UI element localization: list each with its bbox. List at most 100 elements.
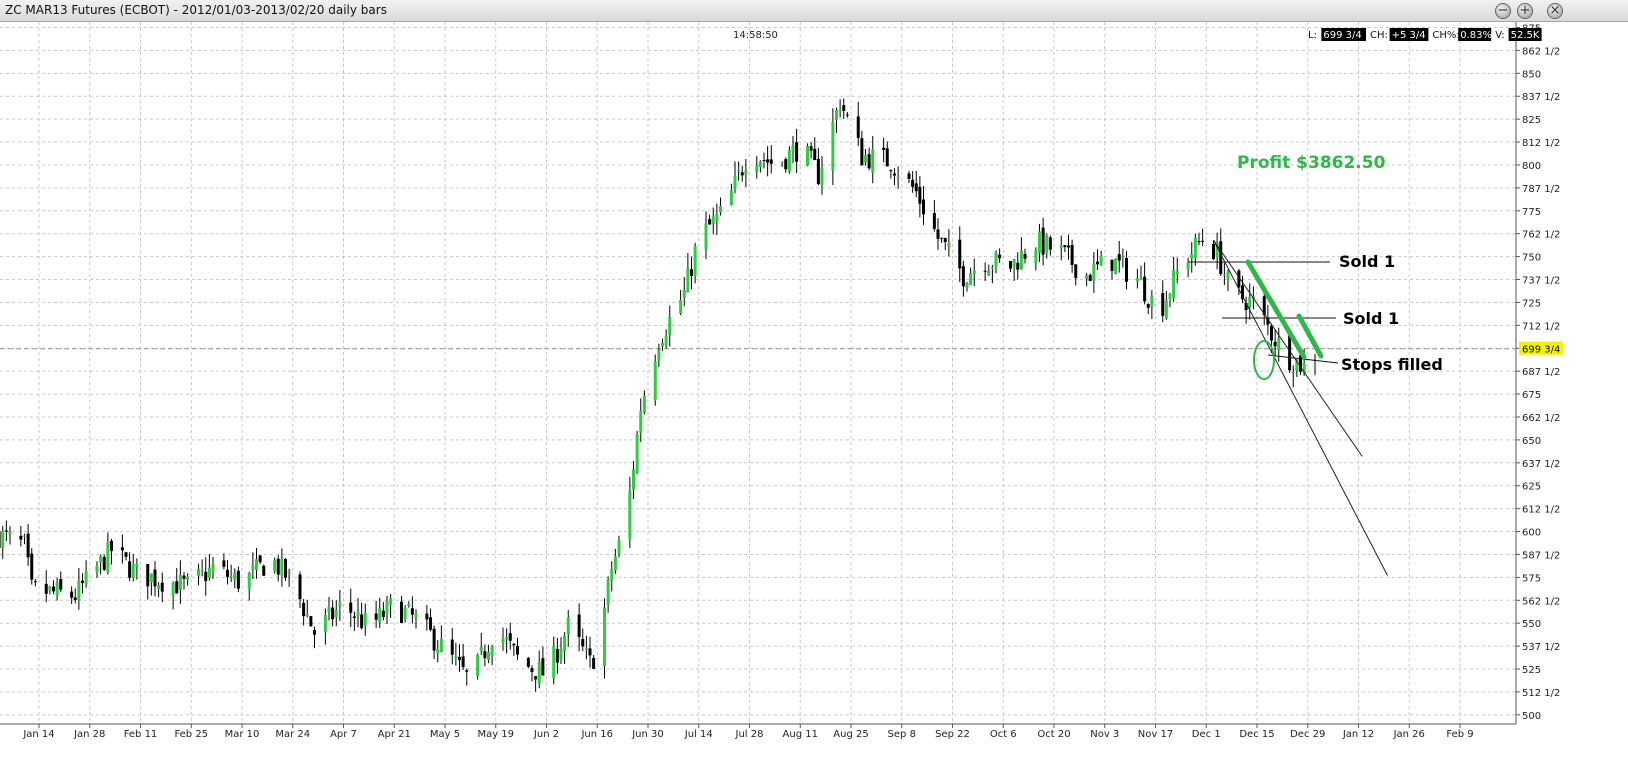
candle-body [1295, 359, 1299, 371]
candle-body [1121, 256, 1125, 259]
candle-body [860, 138, 864, 166]
candle-body [360, 614, 364, 629]
candle-body [403, 607, 407, 620]
y-tick-label: 812 1/2 [1522, 138, 1560, 149]
candle-body [222, 560, 226, 567]
candle-body [1045, 235, 1049, 253]
candle-body [313, 630, 316, 635]
candle-body [762, 160, 766, 162]
candle-body [1085, 275, 1089, 280]
candle-body [603, 607, 606, 666]
candle-body [1222, 274, 1226, 276]
x-tick-label: Mar 24 [275, 729, 310, 740]
candle-body [588, 648, 592, 656]
candle-body [845, 114, 849, 116]
candle-body [907, 173, 911, 179]
candle-body [534, 676, 538, 680]
close-button[interactable]: × [1547, 3, 1563, 19]
x-tick-label: Apr 7 [330, 729, 357, 740]
y-tick-label: 837 1/2 [1522, 92, 1560, 103]
candle-body [255, 559, 258, 570]
candle-body [566, 617, 570, 635]
profit-label: Profit $3862.50 [1237, 153, 1386, 173]
candle-body [95, 565, 99, 573]
candle-body [613, 556, 617, 571]
candle-body [563, 635, 567, 652]
candle-body [175, 581, 179, 594]
x-tick-label: Aug 25 [833, 729, 868, 740]
candle-body [617, 540, 621, 554]
candle-body [1150, 296, 1154, 307]
x-tick-label: Apr 21 [378, 729, 411, 740]
candle-body [1175, 270, 1179, 275]
trendline [1213, 239, 1388, 576]
x-tick-label: Feb 11 [124, 729, 158, 740]
candle-body [961, 266, 965, 287]
x-tick-label: Sep 8 [888, 729, 916, 740]
stat-value: 699 3/4 [1323, 30, 1361, 41]
candle-body [820, 167, 824, 185]
candle-body [1201, 240, 1205, 242]
candle-body [204, 571, 208, 582]
stat-value: 52.5K [1511, 30, 1540, 41]
stops-label: Stops filled [1341, 355, 1443, 374]
stats-bar: L: 699 3/4 CH: +5 3/4 CH%: 0.83% V: 52.5K [1308, 28, 1542, 41]
candle-body [233, 572, 237, 581]
maximize-button[interactable]: + [1517, 3, 1533, 19]
candle-body [969, 273, 973, 285]
candle-body [1146, 303, 1150, 308]
x-tick-label: Feb 25 [174, 729, 208, 740]
y-tick-label: 762 1/2 [1522, 230, 1560, 241]
candle-body [715, 213, 719, 221]
candle-body [331, 607, 335, 620]
sold1-label: Sold 1 [1339, 252, 1395, 271]
candle-body [429, 617, 432, 630]
candle-body [914, 183, 918, 192]
clock: 14:58:50 [733, 30, 778, 41]
candle-body [947, 243, 951, 247]
candle-body [584, 648, 588, 650]
candle-body [936, 229, 940, 239]
candle-body [755, 165, 759, 173]
candle-body [911, 179, 915, 187]
title-bar: ZC MAR13 Futures (ECBOT) - 2012/01/03-20… [0, 0, 1628, 22]
candle-body [682, 290, 686, 298]
minimize-button[interactable]: − [1495, 3, 1511, 19]
candle-body [806, 145, 809, 166]
x-tick-label: Oct 6 [990, 729, 1017, 740]
trendline [1213, 239, 1363, 457]
stat-value: +5 3/4 [1392, 30, 1426, 41]
candle-body [838, 109, 842, 112]
last-price-marker [1519, 341, 1563, 355]
y-tick-label: 537 1/2 [1522, 642, 1560, 653]
x-tick-label: Jun 2 [533, 729, 559, 740]
candle-body [298, 574, 302, 600]
candle-body [19, 535, 23, 540]
candle-body [1164, 300, 1168, 319]
candle-body [26, 533, 30, 558]
stat-label: CH: [1370, 30, 1388, 41]
x-tick-label: Jan 26 [1393, 729, 1425, 740]
candle-body [835, 109, 838, 120]
y-tick-label: 562 1/2 [1522, 596, 1560, 607]
candle-body [197, 568, 200, 577]
candle-body [1244, 302, 1248, 311]
candle-body [1172, 270, 1176, 299]
candle-body [1291, 372, 1295, 374]
candle-body [1288, 335, 1292, 371]
candle-body [1143, 276, 1147, 302]
candle-body [831, 121, 835, 171]
y-tick-label: 725 [1522, 298, 1541, 309]
candle-body [1273, 341, 1277, 347]
grid [0, 22, 1516, 724]
stops-circle [1253, 340, 1275, 380]
candle-body [374, 613, 378, 620]
y-tick-label: 775 [1522, 207, 1541, 218]
candle-body [439, 638, 443, 652]
candle-body [791, 145, 795, 152]
candle-body [171, 582, 175, 596]
candle-body [998, 254, 1002, 259]
candle-body [483, 651, 487, 659]
